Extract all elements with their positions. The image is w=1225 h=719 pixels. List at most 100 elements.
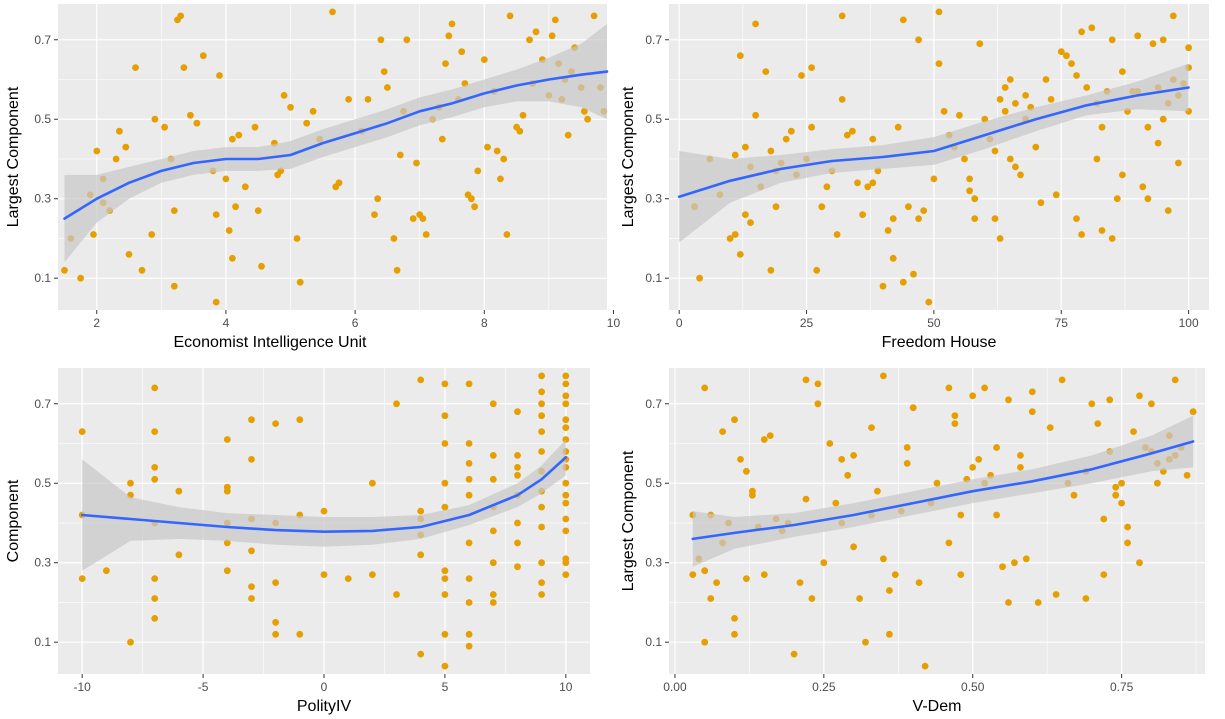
data-point	[212, 211, 220, 219]
data-point	[808, 123, 815, 131]
data-point	[884, 227, 892, 234]
data-point	[1037, 199, 1045, 207]
data-point	[894, 123, 902, 131]
data-point	[1139, 183, 1147, 191]
y-tick-label: 0.7	[34, 397, 51, 411]
data-point	[223, 487, 231, 495]
panel-3: -10 -5 0 5 10 0.1 0.3 0.5 0.7 PolityIV Component	[5, 368, 590, 715]
data-point	[538, 559, 545, 567]
data-point	[548, 32, 556, 40]
data-point	[403, 36, 411, 44]
data-point	[465, 575, 473, 582]
data-point	[465, 630, 473, 638]
data-point	[61, 266, 68, 274]
data-point	[371, 211, 378, 219]
data-point	[562, 424, 570, 431]
data-point	[465, 642, 473, 650]
data-point	[562, 515, 570, 523]
data-point	[514, 471, 521, 479]
data-point	[441, 412, 449, 420]
data-point	[584, 115, 591, 123]
data-point	[951, 412, 959, 420]
data-point	[493, 147, 501, 155]
data-point	[562, 559, 570, 567]
data-point	[1118, 499, 1125, 507]
data-point	[945, 539, 953, 547]
data-point	[1149, 40, 1157, 48]
data-point	[966, 187, 973, 195]
data-point	[489, 591, 497, 598]
data-point	[384, 84, 391, 91]
data-point	[762, 68, 770, 75]
data-point	[1118, 479, 1125, 487]
x-tick-label: 5	[442, 680, 449, 694]
y-tick-label: 0.3	[645, 192, 662, 206]
data-point	[1169, 12, 1177, 20]
data-point	[854, 179, 861, 187]
data-point	[506, 12, 514, 20]
data-point	[489, 527, 497, 535]
data-point	[981, 384, 988, 392]
data-point	[175, 487, 183, 495]
data-point	[489, 599, 497, 606]
data-point	[272, 618, 279, 626]
data-point	[899, 16, 907, 24]
data-point	[1136, 392, 1143, 400]
data-point	[551, 16, 559, 24]
data-point	[229, 254, 236, 262]
data-point	[393, 266, 401, 274]
data-point	[1171, 376, 1179, 384]
data-point	[248, 547, 255, 555]
data-point	[813, 266, 821, 274]
data-point	[731, 416, 738, 424]
data-point	[248, 416, 255, 424]
data-point	[489, 452, 497, 459]
data-point	[832, 499, 840, 507]
data-point	[856, 595, 863, 602]
data-point	[991, 147, 999, 155]
data-point	[850, 452, 857, 459]
x-axis-title: V-Dem	[913, 698, 962, 715]
x-tick-label: -10	[74, 680, 92, 694]
data-point	[248, 583, 255, 590]
data-point	[148, 231, 156, 238]
data-point	[1052, 591, 1060, 598]
data-point	[138, 266, 146, 274]
data-point	[767, 266, 775, 274]
x-axis-title: PolityIV	[297, 698, 352, 715]
data-point	[303, 119, 311, 127]
x-tick-label: 0.50	[961, 680, 985, 694]
data-point	[564, 131, 572, 139]
data-point	[344, 575, 352, 582]
data-point	[441, 503, 449, 511]
data-point	[489, 475, 497, 483]
data-point	[562, 380, 570, 388]
data-point	[1047, 96, 1055, 103]
data-point	[369, 479, 376, 487]
data-point	[1017, 171, 1024, 179]
y-tick-label: 0.1	[645, 271, 662, 285]
data-point	[1148, 400, 1155, 408]
y-tick-label: 0.1	[34, 635, 51, 649]
data-point	[772, 203, 780, 211]
data-point	[1144, 123, 1152, 131]
data-point	[802, 495, 810, 503]
smooth-line	[677, 86, 1190, 198]
data-point	[480, 56, 488, 63]
data-point	[743, 575, 750, 582]
data-point	[538, 448, 545, 455]
data-point	[1073, 215, 1080, 223]
data-point	[296, 416, 304, 424]
data-point	[562, 499, 570, 507]
data-point	[465, 380, 473, 388]
data-point	[296, 630, 304, 638]
smooth-line	[691, 440, 1195, 541]
data-point	[1189, 408, 1197, 416]
data-point	[940, 107, 948, 115]
data-point	[689, 571, 697, 578]
data-point	[180, 64, 188, 71]
x-tick-label: 0.75	[1110, 680, 1134, 694]
data-point	[393, 400, 400, 408]
y-tick-label: 0.5	[34, 112, 51, 126]
data-point	[187, 111, 194, 119]
